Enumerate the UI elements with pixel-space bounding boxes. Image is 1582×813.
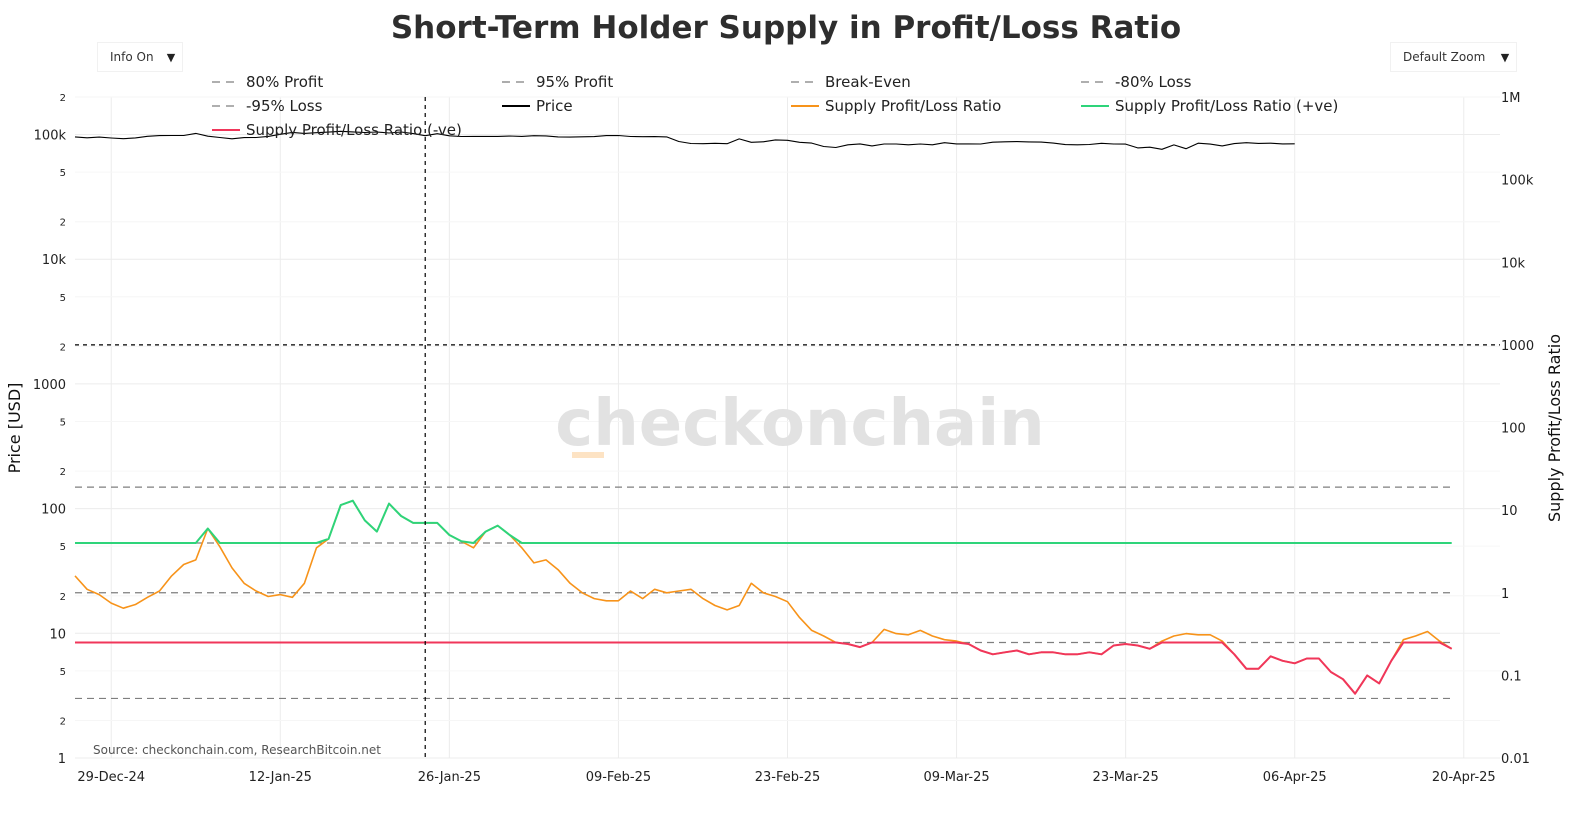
chevron-down-icon: ▼ (166, 50, 176, 64)
y-left-minor-tick-label: 2 (60, 467, 66, 478)
legend-label: Supply Profit/Loss Ratio (-ve) (246, 121, 462, 139)
y-left-tick-label: 100 (41, 503, 66, 518)
chart-title: Short-Term Holder Supply in Profit/Loss … (391, 10, 1181, 46)
info-toggle-dropdown[interactable]: Info On ▼ (97, 42, 183, 72)
legend-label: -80% Loss (1115, 73, 1192, 91)
y-left-minor-tick-label: 2 (60, 592, 66, 603)
y-left-minor-tick-label: 5 (60, 417, 66, 428)
y-left-minor-tick-label: 5 (60, 542, 66, 553)
ratio-negative-line (75, 641, 1453, 695)
x-tick-label: 20-Apr-25 (1432, 770, 1496, 785)
zoom-label: Default Zoom (1403, 50, 1486, 64)
x-tick-label: 06-Apr-25 (1263, 770, 1327, 785)
x-tick-label: 23-Mar-25 (1093, 770, 1159, 785)
legend: 80% Profit 95% Profit Break-Even -80% Loss -… (212, 73, 1338, 139)
legend-label: Supply Profit/Loss Ratio (825, 97, 1001, 115)
chevron-down-icon: ▼ (1500, 50, 1510, 64)
y-right-tick-label: 10k (1501, 256, 1526, 271)
y-right-tick-label: 1M (1501, 91, 1521, 106)
y-right-tick-label: 1000 (1501, 339, 1534, 354)
y-left-minor-tick-label: 5 (60, 667, 66, 678)
y-right-tick-label: 0.01 (1501, 752, 1530, 767)
legend-label: Break-Even (825, 73, 911, 91)
legend-label: 95% Profit (536, 73, 613, 91)
y-axis-left-label: Price [USD] (5, 383, 24, 474)
legend-label: 80% Profit (246, 73, 323, 91)
y-right-tick-label: 100 (1501, 422, 1526, 437)
y-left-minor-tick-label: 2 (60, 342, 66, 353)
y-right-tick-label: 0.1 (1501, 669, 1522, 684)
y-right-tick-label: 1 (1501, 587, 1509, 602)
legend-label: -95% Loss (246, 97, 323, 115)
info-toggle-label: Info On (110, 50, 154, 64)
y-left-tick-label: 1000 (33, 378, 66, 393)
watermark: checkonchain (555, 387, 1044, 461)
legend-label: Supply Profit/Loss Ratio (+ve) (1115, 97, 1338, 115)
price-line (74, 130, 1295, 150)
y-right-tick-label: 100k (1501, 174, 1534, 189)
y-left-tick-label: 100k (34, 129, 67, 144)
y-left-minor-tick-label: 2 (60, 716, 66, 727)
y-left-minor-tick-label: 5 (60, 168, 66, 179)
x-tick-label: 09-Feb-25 (586, 770, 651, 785)
x-tick-label: 09-Mar-25 (923, 770, 989, 785)
watermark-underscore (572, 452, 604, 458)
zoom-dropdown[interactable]: Default Zoom ▼ (1390, 42, 1517, 72)
x-tick-label: 26-Jan-25 (418, 770, 481, 785)
y-left-minor-tick-label: 2 (60, 93, 66, 104)
source-note: Source: checkonchain.com, ResearchBitcoi… (93, 743, 381, 757)
crosshair (75, 97, 1500, 758)
y-left-minor-tick-label: 5 (60, 293, 66, 304)
ratio-line (74, 499, 1453, 695)
x-tick-label: 23-Feb-25 (755, 770, 820, 785)
x-tick-label: 12-Jan-25 (249, 770, 312, 785)
y-left-tick-label: 10 (49, 627, 66, 642)
ratio-positive-line (75, 499, 1452, 544)
grid (75, 96, 1500, 759)
y-left-minor-tick-label: 2 (60, 218, 66, 229)
series (74, 130, 1453, 695)
y-left-tick-label: 10k (42, 253, 67, 268)
axes: 29-Dec-24 12-Jan-25 26-Jan-25 09-Feb-25 23-F… (33, 91, 1534, 785)
y-left-tick-label: 1 (58, 752, 66, 767)
y-right-tick-label: 10 (1501, 504, 1518, 519)
y-axis-right-label: Supply Profit/Loss Ratio (1545, 334, 1564, 522)
x-tick-label: 29-Dec-24 (77, 770, 145, 785)
legend-label: Price (536, 97, 573, 115)
